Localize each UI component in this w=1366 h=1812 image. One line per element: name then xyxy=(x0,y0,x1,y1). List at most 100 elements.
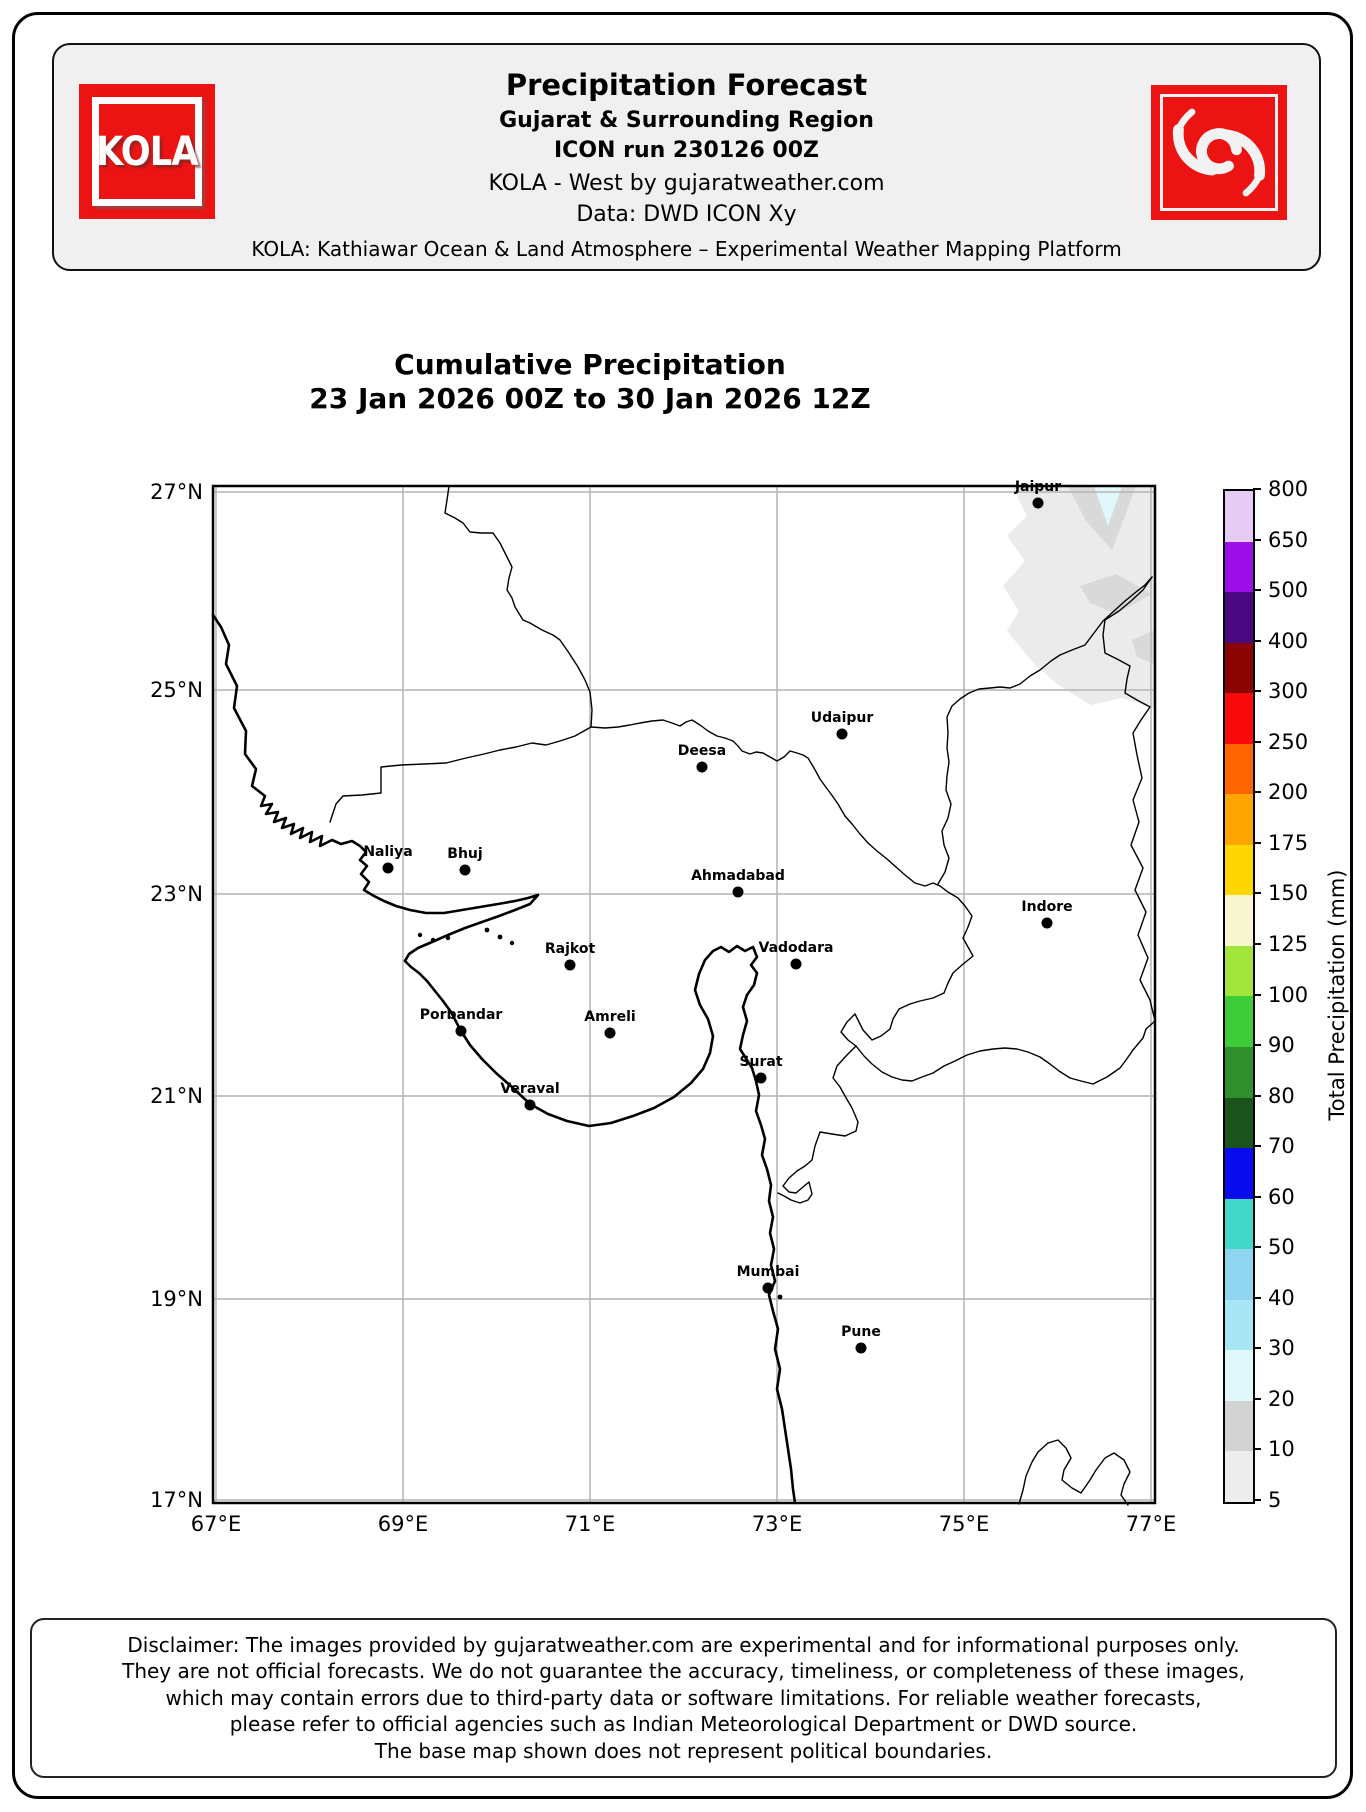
colorbar-tick-label: 125 xyxy=(1268,931,1309,956)
precip-shading-polygon xyxy=(1094,486,1122,526)
rajasthan-mp-border-path xyxy=(937,576,1153,885)
colorbar-tick xyxy=(1253,841,1261,844)
city-marker-layer xyxy=(382,497,1053,1354)
colorbar-segment-175-200 xyxy=(1225,794,1253,845)
colorbar-tick-label: 300 xyxy=(1268,679,1309,704)
city-marker-surat xyxy=(755,1072,767,1084)
rann-border-path xyxy=(329,726,592,823)
colorbar-tick xyxy=(1253,1499,1261,1501)
city-marker-pune xyxy=(855,1342,867,1354)
colorbar-tick xyxy=(1253,639,1261,642)
colorbar-tick-label: 60 xyxy=(1268,1184,1295,1209)
colorbar-segment-40-50 xyxy=(1225,1249,1253,1300)
colorbar-tick xyxy=(1253,1397,1261,1400)
city-label-veraval: Veraval xyxy=(500,1081,560,1097)
disclaimer-line: The base map shown does not represent po… xyxy=(374,1738,993,1763)
kola-logo: KOLA xyxy=(79,84,215,219)
colorbar-tick xyxy=(1253,589,1261,592)
y-tick-label: 21°N xyxy=(150,1084,203,1108)
colorbar-segment-125-150 xyxy=(1225,895,1253,946)
colorbar-segment-50-60 xyxy=(1225,1198,1253,1250)
city-marker-deesa xyxy=(696,761,708,773)
colorbar-tick-label: 70 xyxy=(1268,1134,1295,1159)
colorbar-tick xyxy=(1253,1246,1261,1249)
disclaimer-line: please refer to official agencies such a… xyxy=(229,1712,1138,1737)
y-tick-label: 23°N xyxy=(150,882,203,906)
colorbar-tick xyxy=(1253,740,1261,743)
colorbar-segment-20-30 xyxy=(1225,1350,1253,1401)
colorbar-segment-200-250 xyxy=(1225,743,1253,795)
colorbar-segment-500-650 xyxy=(1225,541,1253,593)
city-marker-porbandar xyxy=(455,1025,467,1037)
map-title-line2: 23 Jan 2026 00Z to 30 Jan 2026 12Z xyxy=(309,382,871,415)
cyclone-icon xyxy=(1172,108,1266,197)
colorbar-segment-650-800 xyxy=(1225,491,1253,542)
map-frame xyxy=(211,484,1157,1505)
colorbar-tick xyxy=(1253,892,1261,895)
y-tick-label: 25°N xyxy=(150,678,203,702)
colorbar-segment-10-20 xyxy=(1225,1400,1253,1452)
city-label-jaipur: Jaipur xyxy=(1014,479,1062,495)
colorbar-segment-400-500 xyxy=(1225,592,1253,643)
x-tick-label: 75°E xyxy=(938,1512,990,1536)
city-label-udaipur: Udaipur xyxy=(810,710,874,726)
colorbar-segment-150-175 xyxy=(1225,844,1253,896)
city-label-deesa: Deesa xyxy=(677,743,727,759)
colorbar-segment-300-400 xyxy=(1225,642,1253,694)
x-tick-label: 71°E xyxy=(564,1512,616,1536)
colorbar-tick-label: 20 xyxy=(1268,1386,1295,1411)
precip-shading-polygon xyxy=(1080,574,1152,614)
island-dots xyxy=(417,927,783,1300)
header: KOLA Precipitation Forecast Gujarat & Su… xyxy=(52,43,1321,271)
grid-layer xyxy=(213,486,1155,1503)
colorbar-tick xyxy=(1253,690,1261,693)
mp-border-east-path xyxy=(1102,576,1156,1022)
colorbar-tick xyxy=(1253,1448,1261,1451)
disclaimer-box: Disclaimer: The images provided by gujar… xyxy=(30,1618,1337,1778)
colorbar-tick xyxy=(1253,538,1261,541)
colorbar-tick xyxy=(1253,942,1261,945)
colorbar-tick-label: 5 xyxy=(1268,1488,1282,1512)
pakistan-border-path xyxy=(444,485,593,728)
colorbar-tick xyxy=(1253,1094,1261,1097)
colorbar-segment-5-10 xyxy=(1225,1451,1253,1502)
map-title-line1: Cumulative Precipitation xyxy=(394,348,786,381)
precip-shading-polygon xyxy=(1003,486,1155,708)
y-tick-label: 17°N xyxy=(150,1488,203,1512)
colorbar-segment-100-125 xyxy=(1225,945,1253,997)
colorbar-tick xyxy=(1253,1044,1261,1047)
colorbar xyxy=(1223,489,1255,1504)
colorbar-segment-80-90 xyxy=(1225,1047,1253,1098)
header-subtitle: Gujarat & Surrounding Region xyxy=(499,108,874,133)
colorbar-tick xyxy=(1253,791,1261,794)
disclaimer-line: which may contain errors due to third-pa… xyxy=(165,1685,1202,1710)
map-title: Cumulative Precipitation 23 Jan 2026 00Z… xyxy=(0,348,1180,416)
colorbar-tick xyxy=(1253,1195,1261,1198)
colorbar-tick xyxy=(1253,1347,1261,1350)
city-marker-veraval xyxy=(524,1099,536,1111)
colorbar-tick xyxy=(1253,1296,1261,1299)
x-tick-label: 69°E xyxy=(377,1512,429,1536)
city-label-surat: Surat xyxy=(739,1054,783,1070)
city-marker-udaipur xyxy=(836,728,848,740)
page-border xyxy=(12,12,1353,1799)
colorbar-tick-label: 200 xyxy=(1268,780,1309,805)
colorbar-tick xyxy=(1253,993,1261,996)
city-label-vadodara: Vadodara xyxy=(758,940,834,956)
colorbar-tick-label: 100 xyxy=(1268,982,1309,1007)
city-label-amreli: Amreli xyxy=(584,1009,636,1025)
city-marker-vadodara xyxy=(790,958,802,970)
colorbar-tick xyxy=(1253,488,1261,490)
x-tick-label: 73°E xyxy=(751,1512,803,1536)
colorbar-tick-label: 90 xyxy=(1268,1033,1295,1058)
city-marker-rajkot xyxy=(564,959,576,971)
precip-shading-polygon xyxy=(1068,486,1136,550)
colorbar-tick-label: 10 xyxy=(1268,1437,1295,1462)
header-data-line: Data: DWD ICON Xy xyxy=(576,202,797,227)
x-tick-label: 77°E xyxy=(1125,1512,1177,1536)
colorbar-segment-250-300 xyxy=(1225,693,1253,744)
colorbar-tick-label: 150 xyxy=(1268,881,1309,906)
precip-shading-polygon xyxy=(1132,630,1155,664)
